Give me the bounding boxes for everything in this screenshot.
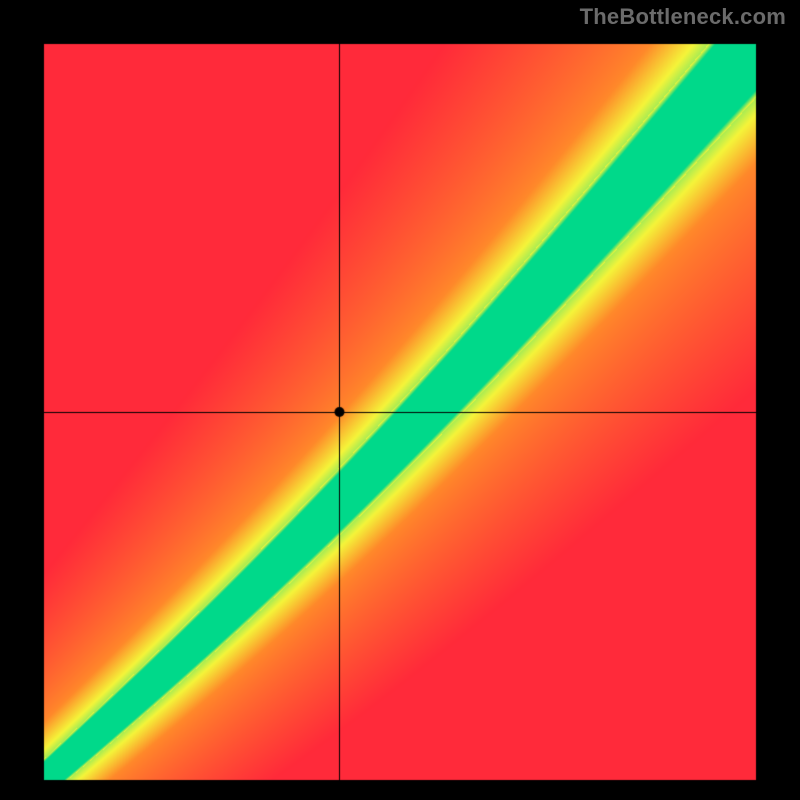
chart-container: TheBottleneck.com [0,0,800,800]
heatmap-canvas [0,0,800,800]
watermark-text: TheBottleneck.com [580,4,786,30]
